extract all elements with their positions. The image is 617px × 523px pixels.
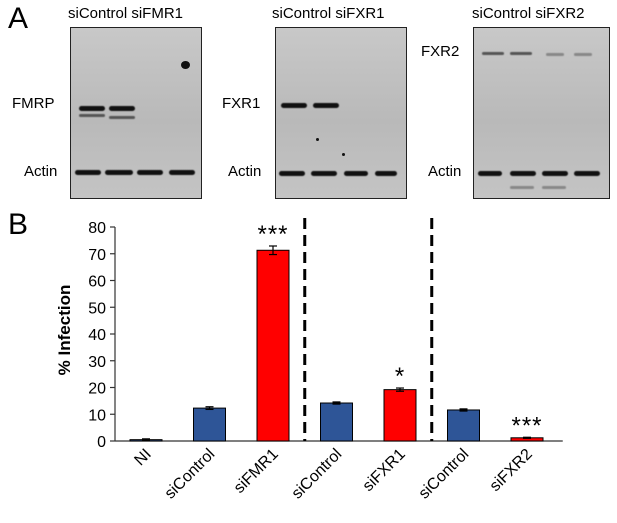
blot-2-loading-label: Actin	[228, 163, 262, 180]
blot-2-header: siControl siFXR1	[272, 5, 385, 22]
blot-2-actin-band-2	[311, 171, 337, 176]
group-separators	[303, 218, 434, 441]
x-tick-label: siFXR1	[360, 446, 409, 495]
y-axis-title: % Infection	[55, 285, 74, 376]
blot-1-fmrp-band-3	[79, 114, 105, 117]
y-tick-label: 20	[88, 381, 106, 398]
blot-2-actin-band-4	[375, 171, 397, 176]
blot-3-lower-band-1	[510, 186, 534, 189]
blot-2-image	[275, 27, 407, 199]
blot-3-actin-band-1	[478, 171, 502, 176]
blot-2-fxr1-band-1	[281, 103, 307, 108]
blot-1-spot	[181, 61, 190, 69]
bar-sicontrol	[447, 409, 480, 442]
blot-1-fmrp-band-1	[79, 106, 105, 111]
bars	[129, 249, 544, 442]
y-tick-label: 30	[88, 354, 106, 371]
y-tick-label: 10	[88, 407, 106, 424]
blot-2-actin-band-3	[344, 171, 368, 176]
bar-sifmr1	[256, 249, 290, 442]
blot-1-fmrp-band-2	[109, 106, 135, 111]
blot-3-fxr2-band-4	[574, 53, 592, 56]
y-axis: 0 10 20 30 40 50 60 70 80	[88, 220, 563, 451]
blot-1-actin-band-4	[169, 170, 195, 175]
y-tick-label: 70	[88, 247, 106, 264]
blot-3-lower-band-2	[542, 186, 566, 189]
blot-3-loading-label: Actin	[428, 163, 462, 180]
x-tick-label: siFXR2	[487, 446, 536, 495]
x-tick-label: siFMR1	[231, 446, 282, 497]
significance-marker: *	[395, 363, 405, 390]
x-tick-label: NI	[131, 446, 154, 469]
blot-2-spot-1	[316, 138, 319, 141]
blot-3-target-label: FXR2	[421, 43, 460, 60]
blot-1-fmrp-band-4	[109, 116, 135, 119]
blot-2-spot-2	[342, 153, 345, 156]
blot-1-loading-label: Actin	[24, 163, 58, 180]
y-tick-label: 60	[88, 274, 106, 291]
blot-3-fxr2-band-3	[546, 53, 564, 56]
y-tick-label: 40	[88, 327, 106, 344]
y-tick-label: 50	[88, 300, 106, 317]
blot-3-actin-band-3	[542, 171, 568, 176]
bar-sifxr1	[383, 389, 417, 442]
bar-sicontrol	[320, 402, 353, 442]
blot-1-header: siControl siFMR1	[68, 5, 184, 22]
blot-3-fxr2-band-1	[482, 52, 504, 55]
blot-1-actin-band-1	[75, 170, 101, 175]
x-tick-label: siControl	[162, 446, 219, 503]
significance-markers: *******	[257, 221, 542, 439]
blot-3-header: siControl siFXR2	[472, 5, 585, 22]
blot-1-actin-band-3	[137, 170, 163, 175]
blot-3-image	[473, 27, 610, 199]
blot-2-target-label: FXR1	[222, 95, 261, 112]
blot-1-image	[70, 27, 202, 199]
x-axis-labels: NI siControl siFMR1 siControl siFXR1 siContro…	[131, 446, 535, 503]
blot-2-actin-band-1	[279, 171, 305, 176]
panel-a-letter: A	[8, 2, 29, 35]
y-tick-label: 0	[97, 434, 106, 451]
error-bars	[142, 245, 531, 442]
bar-sicontrol	[193, 407, 226, 442]
panel-b-letter: B	[8, 208, 29, 241]
blot-3-fxr2-band-2	[510, 52, 532, 55]
x-tick-label: siControl	[416, 446, 473, 503]
significance-marker: ***	[257, 221, 288, 248]
blot-1-actin-band-2	[105, 170, 133, 175]
significance-marker: ***	[511, 412, 542, 439]
x-tick-label: siControl	[289, 446, 346, 503]
blot-3-actin-band-2	[510, 171, 536, 176]
blot-3-actin-band-4	[574, 171, 600, 176]
y-tick-label: 80	[88, 220, 106, 237]
blot-1-target-label: FMRP	[12, 95, 55, 112]
blot-2-fxr1-band-2	[313, 103, 339, 108]
